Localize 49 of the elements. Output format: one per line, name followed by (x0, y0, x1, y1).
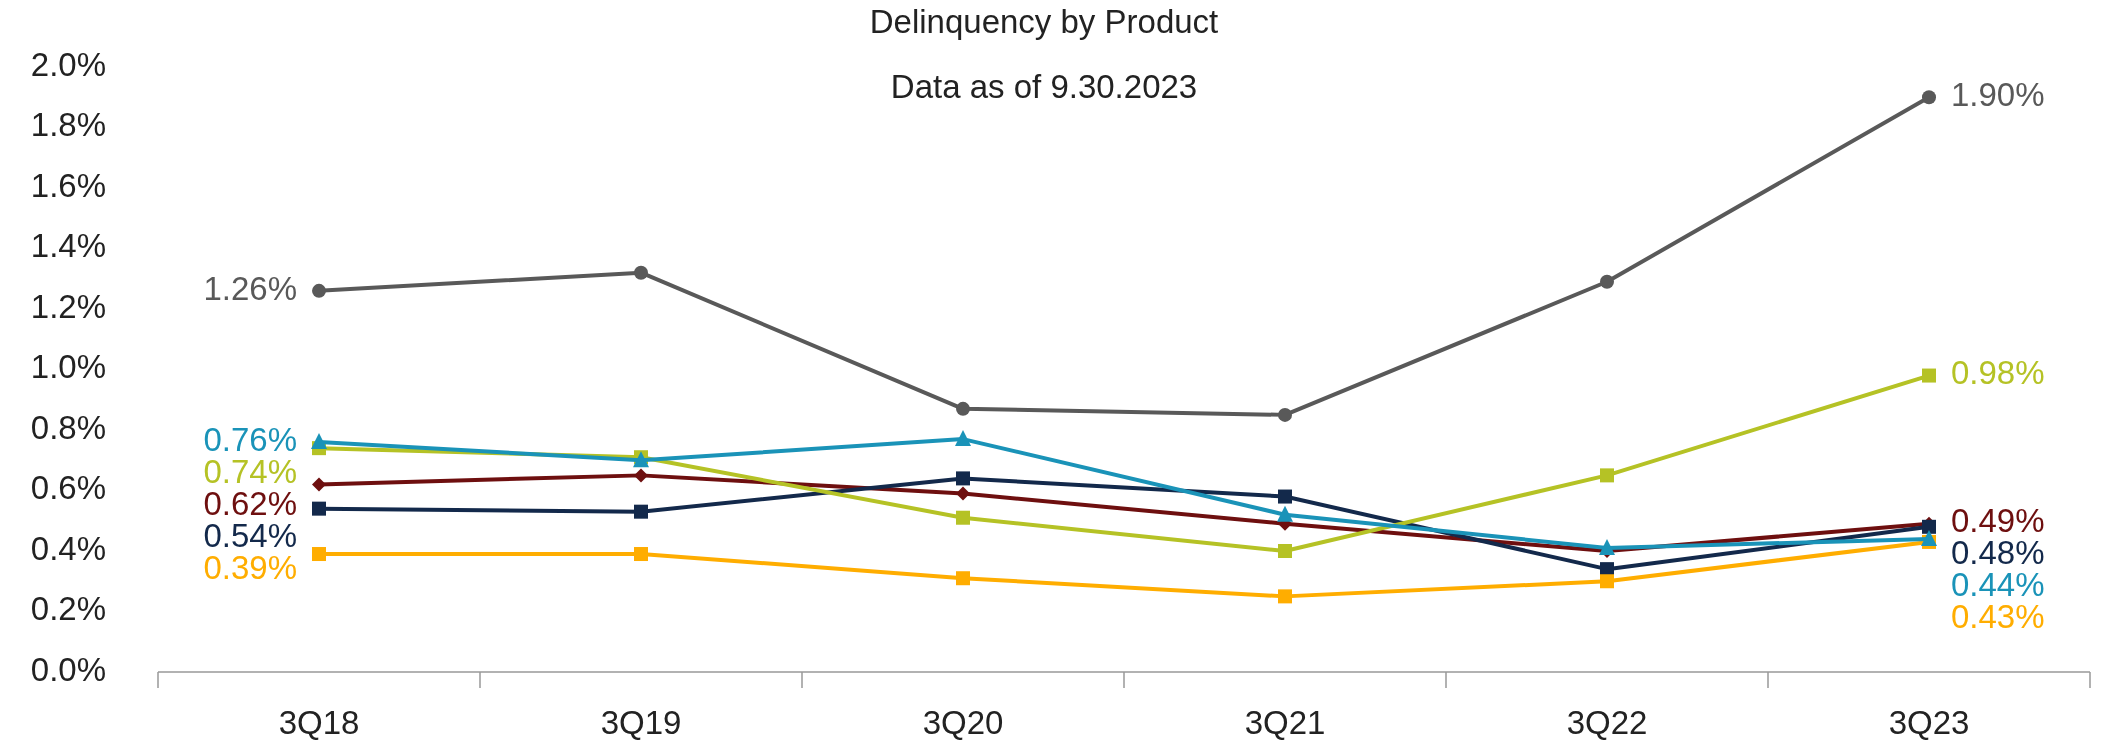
point (312, 477, 326, 492)
point (311, 433, 327, 450)
x-tick-label: 3Q22 (1566, 704, 1648, 741)
point (1922, 90, 1936, 105)
x-tick-label: 3Q21 (1244, 704, 1326, 741)
point (1278, 489, 1292, 504)
point (1277, 505, 1293, 522)
point (634, 468, 648, 483)
point (956, 471, 970, 486)
point (1278, 544, 1292, 558)
point (956, 510, 970, 525)
chart-title: Delinquency by Product (869, 3, 1219, 40)
chart-subtitle: Data as of 9.30.2023 (890, 68, 1198, 105)
point (312, 283, 326, 298)
point (1599, 538, 1615, 555)
point (1600, 468, 1614, 483)
point (312, 501, 326, 516)
point (956, 486, 970, 501)
y-tick-label: 0.6% (30, 469, 106, 507)
y-tick-label: 0.0% (30, 650, 106, 688)
point (1921, 529, 1937, 546)
point (955, 430, 971, 447)
y-tick-label: 0.8% (30, 408, 106, 446)
y-tick-label: 1.0% (30, 348, 106, 386)
point (956, 401, 970, 416)
x-tick-label: 3Q18 (278, 704, 360, 741)
y-tick-label: 0.2% (30, 590, 106, 628)
x-tick-label: 3Q23 (1888, 704, 1970, 741)
y-tick-label: 1.4% (30, 227, 106, 265)
point (312, 547, 326, 562)
y-tick-label: 1.8% (30, 106, 106, 144)
point (634, 547, 648, 562)
y-tick-label: 0.4% (30, 529, 106, 567)
data-label: 0.98% (1951, 354, 2045, 392)
y-tick-label: 1.6% (30, 166, 106, 204)
y-tick-label: 2.0% (30, 45, 106, 83)
point (634, 265, 648, 280)
data-label: 1.26% (203, 269, 297, 307)
x-tick-label: 3Q19 (600, 704, 682, 741)
point (1278, 589, 1292, 604)
point (1922, 368, 1936, 383)
data-label: 1.90% (1951, 75, 2045, 113)
point (1600, 274, 1614, 289)
y-tick-label: 1.2% (30, 287, 106, 325)
point (1600, 574, 1614, 589)
point (956, 571, 970, 586)
point (634, 504, 648, 519)
point (1278, 407, 1292, 422)
x-tick-label: 3Q20 (922, 704, 1004, 741)
